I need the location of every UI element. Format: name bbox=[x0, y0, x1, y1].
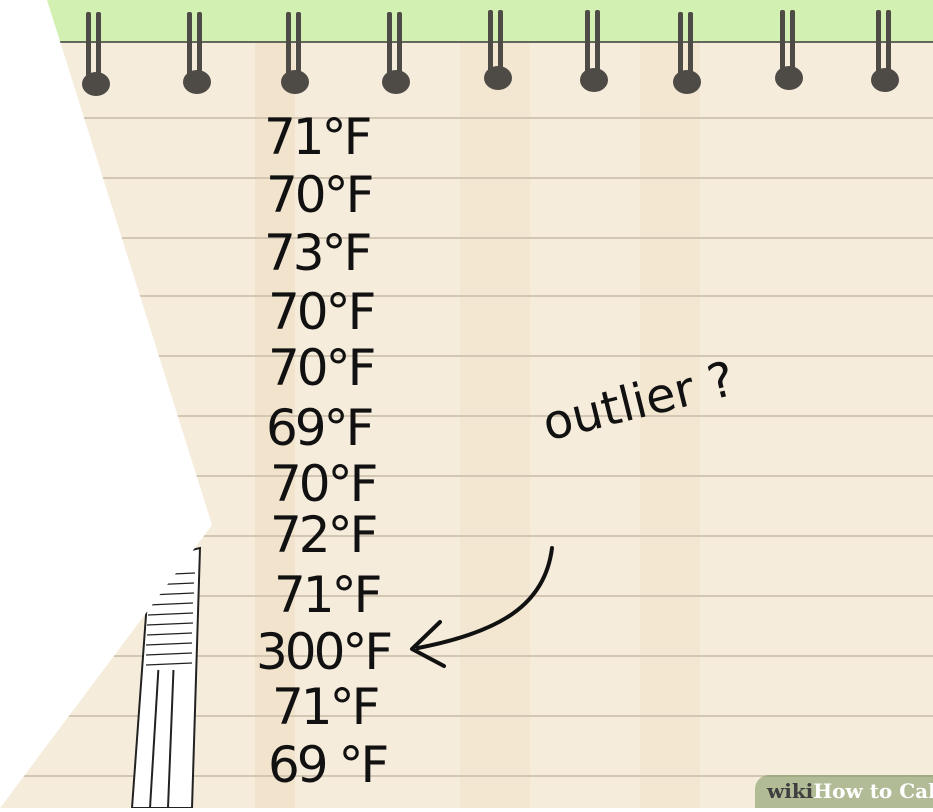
temperature-reading: 71°F bbox=[274, 566, 382, 624]
temperature-reading-outlier: 300°F bbox=[256, 623, 393, 681]
spiral-ring bbox=[580, 10, 608, 92]
spiral-ring bbox=[775, 10, 803, 90]
temperature-reading: 70°F bbox=[268, 283, 376, 341]
arrow-head-icon bbox=[410, 620, 446, 668]
arrow-icon bbox=[416, 546, 554, 650]
temperature-reading: 73°F bbox=[264, 224, 372, 282]
paper-streak bbox=[460, 42, 530, 808]
spiral-ring bbox=[673, 12, 701, 94]
notepad-header bbox=[0, 0, 933, 42]
temperature-reading: 70°F bbox=[270, 455, 378, 513]
left-chevron-overlay bbox=[0, 0, 212, 808]
spiral-ring bbox=[871, 10, 899, 92]
watermark-title: How to Calc bbox=[813, 779, 933, 803]
temperature-reading: 69°F bbox=[266, 399, 374, 457]
spiral-ring bbox=[183, 12, 211, 94]
paper-streak bbox=[640, 42, 700, 808]
temperature-reading: 70°F bbox=[266, 166, 374, 224]
wikihow-watermark: wikiHow to Calc bbox=[755, 775, 933, 808]
spiral-ring bbox=[382, 12, 410, 94]
pencil bbox=[130, 546, 202, 809]
temperature-reading: 71°F bbox=[272, 678, 380, 736]
spiral-ring bbox=[82, 12, 110, 96]
watermark-brand: wiki bbox=[767, 779, 814, 803]
temperature-reading: 71°F bbox=[264, 108, 372, 166]
spiral-ring bbox=[484, 10, 512, 90]
temperature-reading: 70°F bbox=[268, 339, 376, 397]
temperature-reading: 72°F bbox=[270, 506, 378, 564]
spiral-ring bbox=[281, 12, 309, 94]
paper-streak bbox=[255, 42, 295, 808]
temperature-reading: 69 °F bbox=[268, 736, 389, 794]
spiral-rings bbox=[82, 10, 899, 96]
